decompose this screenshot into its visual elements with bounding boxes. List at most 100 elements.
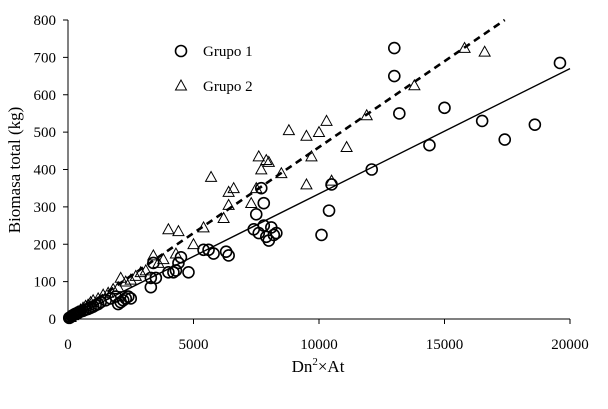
point-grupo-2	[300, 177, 313, 190]
point-grupo-2	[254, 162, 268, 175]
point-grupo-1	[249, 208, 263, 221]
y-tick-label: 0	[49, 312, 57, 328]
point-grupo-1	[270, 226, 283, 240]
y-tick-label: 500	[34, 125, 57, 141]
point-grupo-2	[478, 45, 492, 57]
point-grupo-2	[157, 252, 170, 265]
point-grupo-2	[86, 293, 100, 306]
y-tick-label: 600	[34, 88, 57, 104]
point-grupo-2	[408, 78, 421, 91]
point-grupo-1	[498, 133, 512, 146]
point-grupo-2	[197, 220, 210, 233]
point-grupo-2	[458, 41, 471, 53]
point-grupo-2	[69, 306, 82, 319]
point-grupo-1	[144, 271, 158, 285]
x-tick-label: 5000	[179, 337, 209, 353]
point-grupo-1	[167, 265, 180, 279]
point-grupo-1	[207, 247, 220, 260]
point-grupo-2	[134, 265, 148, 278]
point-grupo-2	[249, 181, 263, 194]
point-grupo-2	[204, 170, 218, 182]
point-grupo-2	[111, 280, 125, 293]
x-tick-label: 0	[64, 337, 72, 353]
point-grupo-2	[282, 123, 296, 136]
point-grupo-1	[254, 181, 268, 195]
point-grupo-1	[387, 69, 401, 83]
legend-label-grupo-2: Grupo 2	[203, 79, 253, 95]
point-grupo-1	[423, 138, 436, 152]
data-points	[62, 41, 567, 325]
point-grupo-2	[312, 125, 326, 138]
x-tick-label: 20000	[551, 337, 589, 353]
point-grupo-2	[252, 149, 266, 162]
point-grupo-2	[320, 114, 333, 126]
point-grupo-1	[438, 101, 451, 115]
point-grupo-2	[325, 174, 338, 186]
point-grupo-1	[528, 118, 542, 131]
x-tick-label: 15000	[426, 337, 464, 353]
x-axis-title: Dn2×At	[292, 356, 345, 376]
legend-label-grupo-1: Grupo 1	[203, 44, 253, 60]
point-grupo-2	[275, 166, 288, 179]
point-grupo-1	[553, 56, 567, 70]
y-tick-label: 300	[34, 200, 57, 216]
point-grupo-2	[124, 273, 138, 285]
axes	[67, 20, 570, 320]
fit-lines	[67, 18, 571, 321]
point-grupo-1	[475, 114, 489, 128]
legend-marker-grupo-1	[174, 44, 188, 58]
point-grupo-2	[106, 282, 120, 294]
point-grupo-2	[227, 181, 241, 194]
point-grupo-1	[182, 265, 195, 279]
point-grupo-2	[66, 308, 80, 321]
point-grupo-2	[360, 108, 374, 121]
point-grupo-1	[315, 228, 328, 242]
point-grupo-2	[244, 196, 258, 209]
y-axis-ticks: 0 100 200 300 400 500 600 700 800	[34, 13, 68, 328]
point-grupo-2	[114, 271, 128, 283]
point-grupo-2	[139, 263, 153, 276]
point-grupo-2	[172, 224, 185, 237]
x-axis-title-base: Dn	[292, 357, 313, 376]
point-grupo-1	[162, 265, 175, 279]
point-grupo-1	[387, 41, 401, 55]
point-grupo-1	[119, 292, 133, 305]
point-grupo-2	[187, 237, 200, 250]
point-grupo-2	[340, 140, 353, 152]
point-grupo-2	[101, 286, 115, 298]
point-grupo-2	[259, 153, 273, 166]
point-grupo-1	[147, 256, 160, 270]
point-grupo-2	[152, 256, 165, 268]
y-tick-label: 700	[34, 50, 57, 66]
fit-line-grupo-2	[67, 18, 506, 321]
x-axis-title-rest: ×At	[318, 357, 345, 376]
point-grupo-2	[162, 222, 175, 235]
point-grupo-2	[76, 301, 90, 313]
point-grupo-2	[217, 211, 230, 223]
point-grupo-1	[365, 163, 379, 176]
y-tick-label: 100	[34, 275, 57, 291]
point-grupo-2	[91, 291, 105, 304]
point-grupo-2	[222, 185, 235, 197]
x-axis-ticks: 0 5000 10000 15000 20000	[64, 319, 589, 353]
point-grupo-2	[146, 248, 160, 261]
point-grupo-1	[124, 292, 138, 305]
x-tick-label: 10000	[300, 337, 338, 353]
point-grupo-2	[300, 129, 313, 141]
y-tick-label: 200	[34, 237, 57, 253]
point-grupo-2	[96, 288, 110, 300]
point-grupo-1	[144, 280, 158, 294]
point-grupo-1	[172, 256, 185, 270]
point-grupo-1	[267, 228, 281, 242]
point-grupo-2	[119, 275, 133, 287]
point-grupo-2	[79, 299, 92, 311]
fit-line-grupo-1	[67, 67, 571, 320]
point-grupo-1	[169, 264, 183, 277]
x-axis-title-sup: 2	[312, 356, 318, 368]
point-grupo-1	[322, 204, 336, 217]
y-axis-title: Biomasa total (kg)	[5, 107, 24, 234]
point-grupo-1	[174, 251, 188, 264]
point-grupo-1	[149, 271, 163, 285]
point-grupo-2	[129, 269, 143, 281]
